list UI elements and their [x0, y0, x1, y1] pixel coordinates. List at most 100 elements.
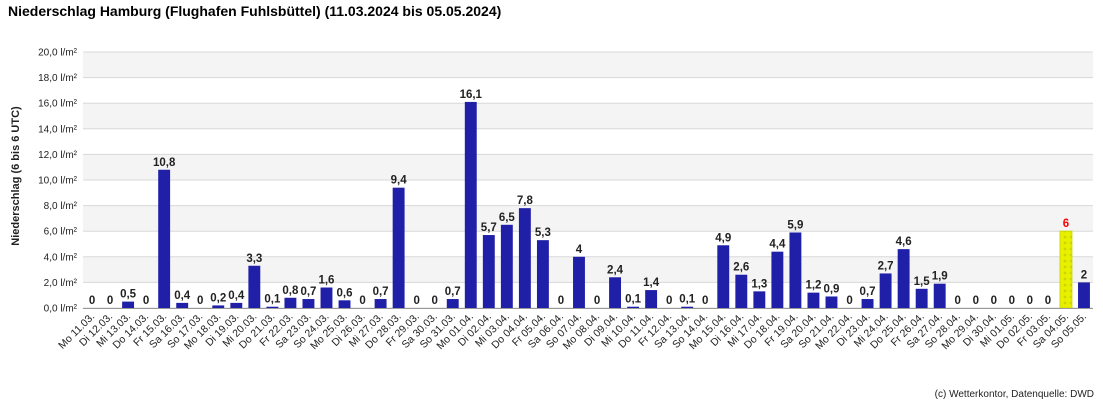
value-label-11: 0,8	[282, 285, 299, 297]
chart-title: Niederschlag Hamburg (Flughafen Fuhlsbüt…	[8, 3, 502, 19]
grid-bands	[83, 52, 1093, 283]
grid-band	[83, 205, 1093, 232]
bar-55	[1078, 282, 1090, 308]
bar-36	[735, 274, 748, 308]
bar-31	[645, 290, 658, 308]
grid-band	[83, 52, 1093, 78]
bar-30	[627, 306, 640, 308]
y-tick-label: 14,0 l/m²	[38, 124, 78, 135]
value-label-45: 4,6	[896, 236, 912, 248]
bar-16	[374, 299, 387, 308]
value-label-21: 16,1	[460, 89, 483, 101]
y-tick-label: 10,0 l/m²	[38, 176, 78, 187]
grid-band	[83, 154, 1093, 180]
value-label-49: 0	[973, 295, 979, 307]
bar-10	[266, 306, 279, 308]
y-tick-label: 2,0 l/m²	[44, 278, 78, 289]
value-label-32: 0	[666, 295, 672, 307]
bar-8	[230, 302, 243, 308]
bar-14	[338, 300, 351, 308]
bar-27	[573, 256, 585, 308]
value-label-20: 0,7	[445, 286, 461, 298]
y-tick-label: 0,0 l/m²	[44, 304, 78, 315]
bar-38	[771, 251, 784, 308]
value-label-50: 0	[991, 295, 997, 307]
value-label-5: 0,4	[174, 290, 191, 302]
value-label-43: 0,7	[860, 286, 876, 298]
value-label-15: 0	[359, 295, 365, 307]
value-label-51: 0	[1009, 295, 1015, 307]
value-label-17: 9,4	[391, 175, 408, 187]
value-label-0: 0	[89, 295, 95, 307]
value-label-8: 0,4	[228, 290, 245, 302]
y-tick-label: 4,0 l/m²	[44, 252, 78, 263]
value-label-35: 4,9	[715, 232, 731, 244]
value-label-14: 0,6	[337, 287, 353, 299]
value-label-52: 0	[1027, 295, 1033, 307]
value-label-40: 1,2	[805, 280, 821, 292]
bar-37	[753, 291, 766, 308]
value-label-1: 0	[107, 295, 113, 307]
value-label-18: 0	[413, 295, 419, 307]
y-tick-label: 12,0 l/m²	[38, 150, 78, 161]
value-label-12: 0,7	[300, 286, 316, 298]
value-label-46: 1,5	[914, 276, 931, 288]
bar-39	[789, 232, 802, 308]
value-label-23: 6,5	[499, 212, 516, 224]
value-label-27: 4	[576, 244, 583, 256]
bar-5	[176, 302, 189, 308]
value-label-29: 2,4	[607, 264, 624, 276]
value-label-6: 0	[197, 295, 203, 307]
value-label-44: 2,7	[878, 260, 894, 272]
value-label-10: 0,1	[264, 294, 281, 306]
bar-4	[158, 169, 171, 308]
value-label-16: 0,7	[373, 286, 389, 298]
value-label-34: 0	[702, 295, 708, 307]
value-label-25: 5,3	[535, 227, 551, 239]
value-label-3: 0	[143, 295, 149, 307]
value-label-22: 5,7	[481, 222, 497, 234]
value-label-9: 3,3	[246, 253, 262, 265]
bar-54	[1059, 230, 1073, 309]
bars	[122, 101, 1090, 309]
value-label-13: 1,6	[318, 275, 334, 287]
value-label-26: 0	[558, 295, 564, 307]
bar-22	[482, 235, 495, 308]
value-label-30: 0,1	[625, 294, 642, 306]
bar-24	[518, 208, 531, 308]
x-axis-tick-labels: Mo 11.03.Di 12.03.Mi 13.03.Do 14.03.Fr 1…	[56, 311, 1089, 353]
bar-45	[897, 249, 910, 308]
value-label-28: 0	[594, 295, 600, 307]
value-label-31: 1,4	[643, 277, 660, 289]
bar-9	[248, 265, 261, 308]
value-label-24: 7,8	[517, 195, 534, 207]
bar-20	[446, 299, 459, 308]
y-axis-ticks: 0,0 l/m² 2,0 l/m² 4,0 l/m² 6,0 l/m² 8,0 l/m²…	[38, 48, 78, 315]
bar-17	[392, 187, 405, 308]
bar-29	[609, 277, 622, 308]
y-axis-title: Niederschlag (6 bis 6 UTC)	[10, 106, 22, 246]
value-label-42: 0	[846, 295, 852, 307]
value-label-19: 0	[431, 295, 437, 307]
value-label-33: 0,1	[679, 294, 696, 306]
y-tick-label: 20,0 l/m²	[38, 48, 78, 59]
bar-40	[807, 292, 820, 308]
bar-47	[933, 283, 946, 308]
data-source-credit: (c) Wetterkontor, Datenquelle: DWD	[934, 389, 1094, 400]
bar-11	[284, 297, 297, 308]
bar-7	[212, 305, 225, 308]
value-label-55: 2	[1081, 269, 1087, 281]
bar-13	[320, 287, 333, 308]
y-tick-label: 18,0 l/m²	[38, 73, 78, 84]
value-label-54: 6	[1063, 218, 1069, 230]
bar-35	[717, 245, 730, 308]
value-label-7: 0,2	[210, 292, 226, 304]
value-label-38: 4,4	[769, 239, 786, 251]
bar-12	[302, 299, 315, 308]
grid-band	[83, 103, 1093, 129]
y-tick-label: 6,0 l/m²	[44, 227, 78, 238]
value-label-37: 1,3	[751, 278, 767, 290]
bar-23	[500, 224, 513, 308]
